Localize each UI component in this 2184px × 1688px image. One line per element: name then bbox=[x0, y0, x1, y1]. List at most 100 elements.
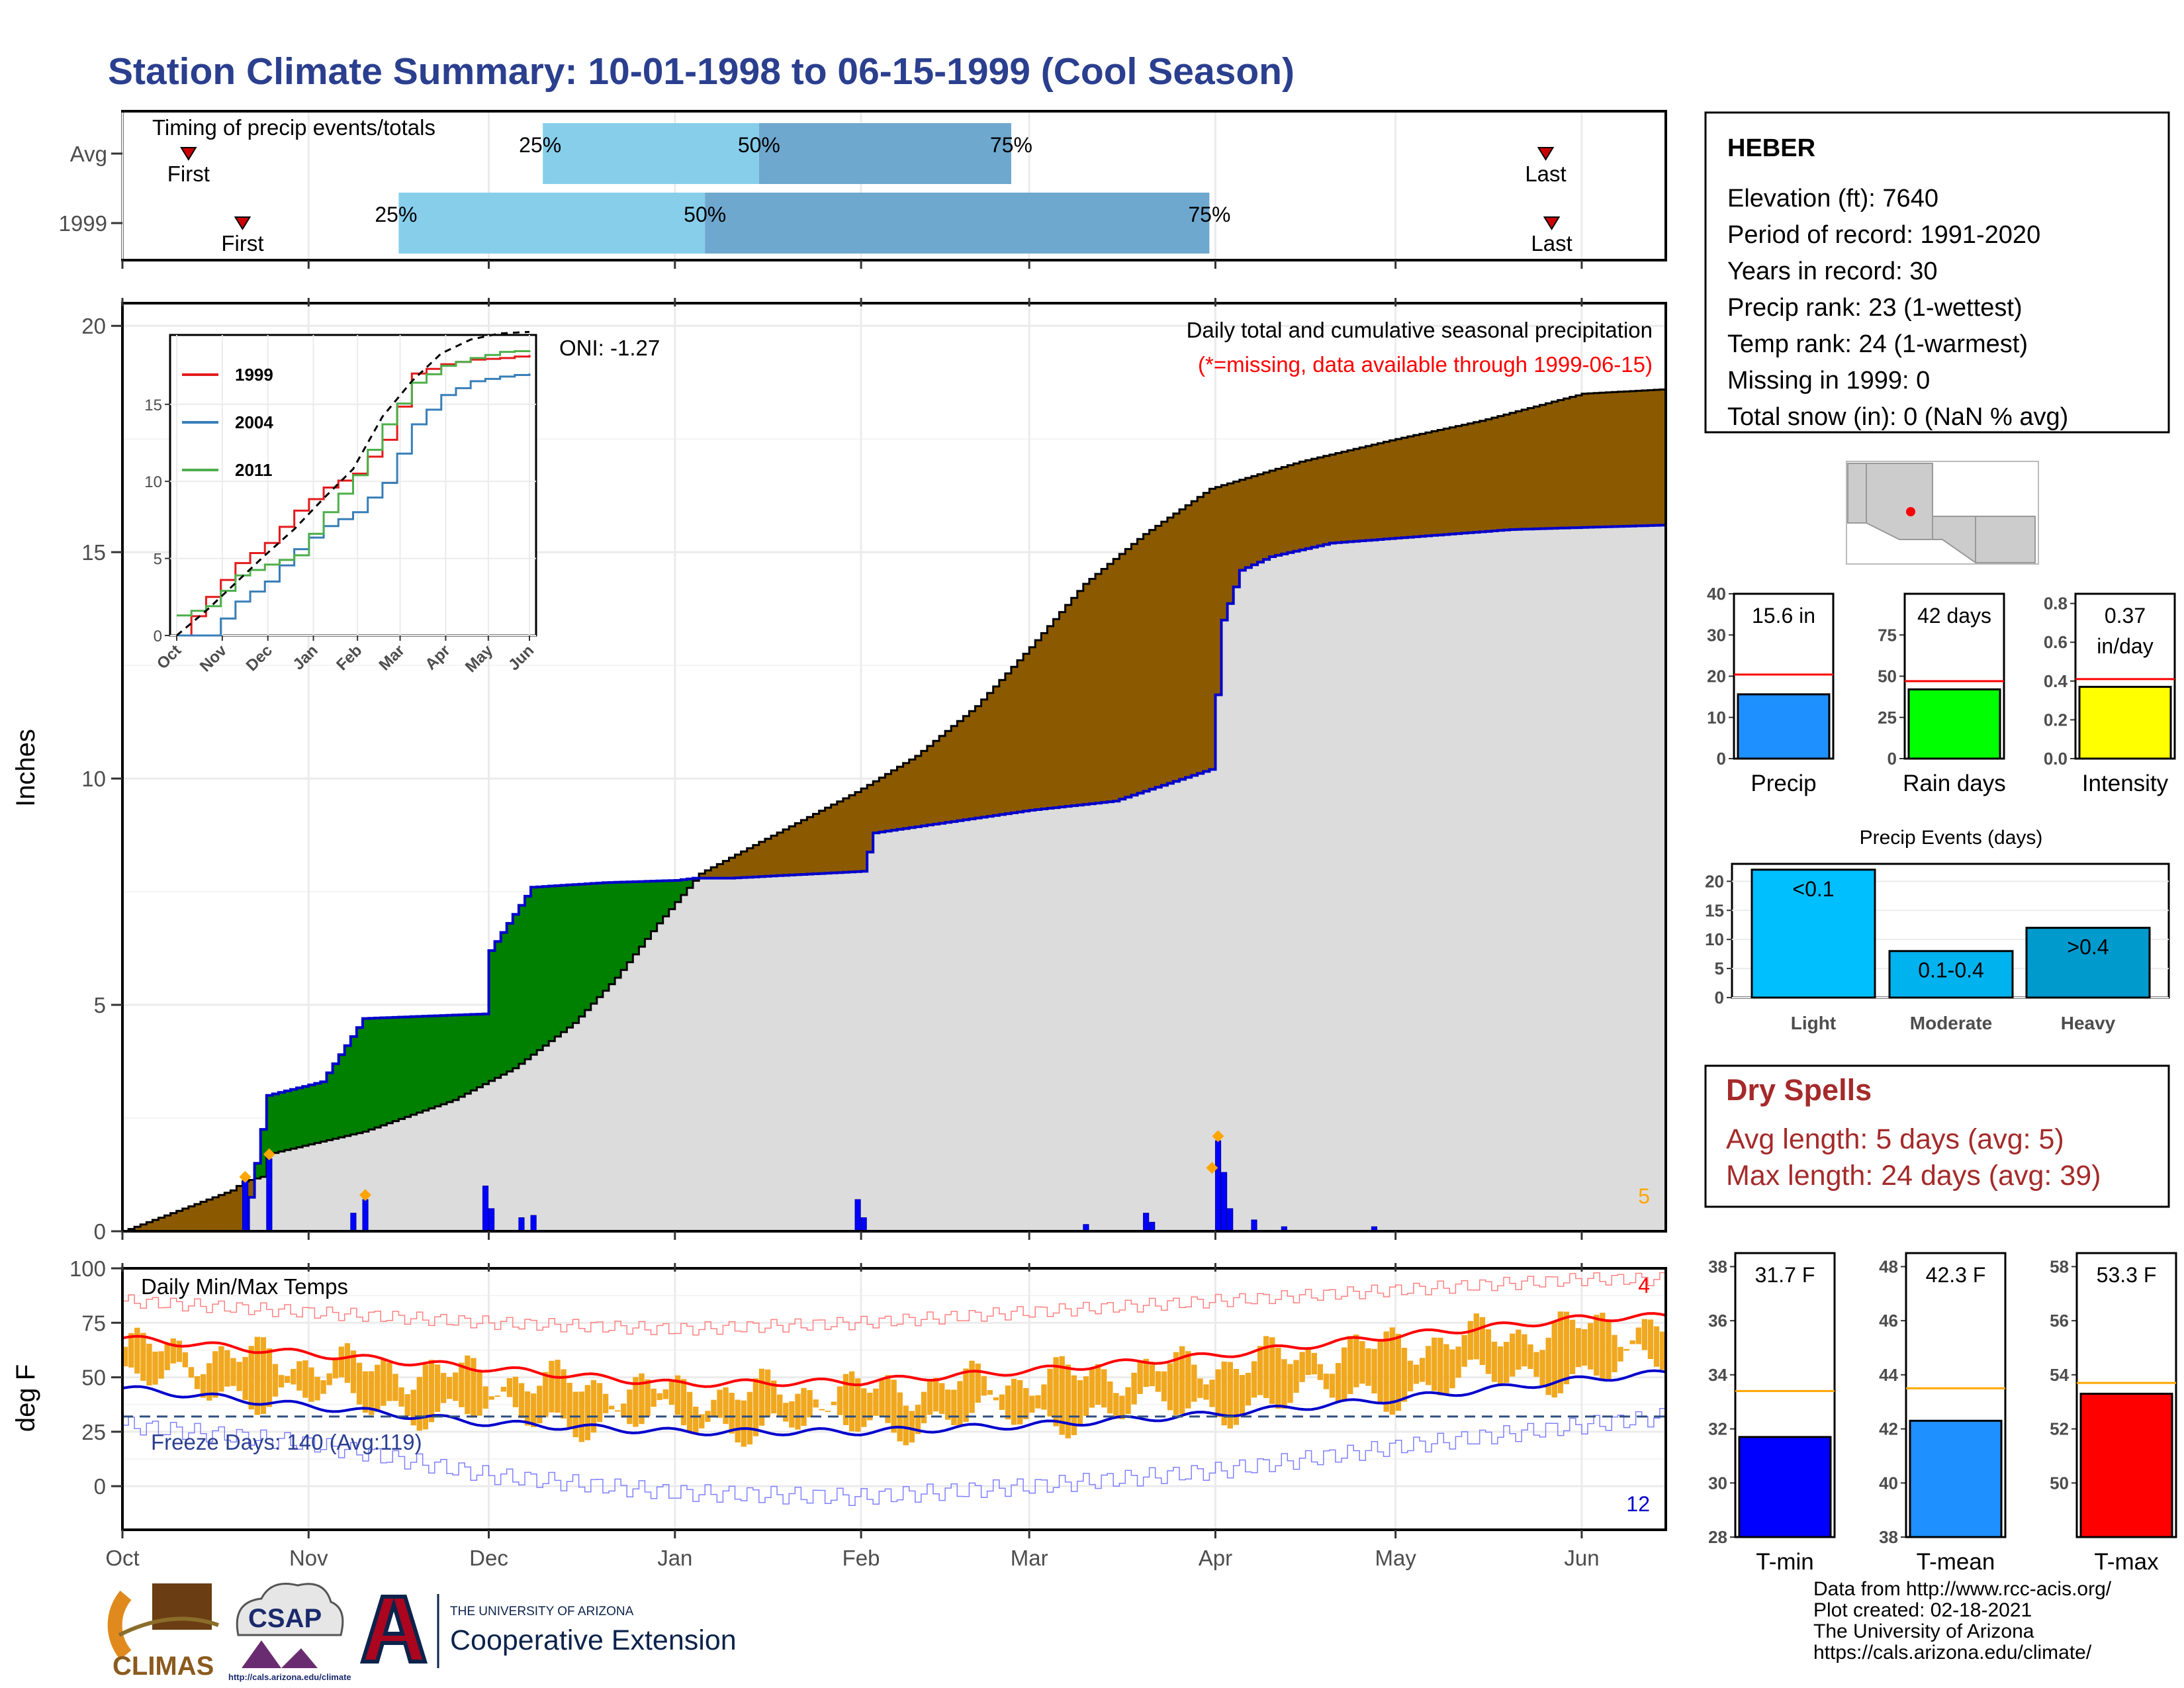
daily-temp-bar bbox=[524, 1391, 531, 1426]
above-average-fill bbox=[1149, 530, 1156, 790]
above-average-fill bbox=[1167, 517, 1174, 784]
summary-y-tick-label: 75 bbox=[1878, 625, 1897, 645]
daily-temp-bar bbox=[188, 1367, 195, 1378]
daily-temp-bar bbox=[375, 1364, 381, 1412]
above-average-fill bbox=[1581, 393, 1588, 528]
daily-temp-bar bbox=[392, 1374, 398, 1401]
daily-temp-bar bbox=[326, 1373, 332, 1385]
summary-y-tick-label: 48 bbox=[1879, 1256, 1898, 1276]
daily-temp-bar bbox=[1125, 1387, 1131, 1415]
above-average-fill bbox=[861, 788, 868, 872]
daily-temp-bar bbox=[963, 1368, 969, 1423]
summary-y-tick-label: 54 bbox=[2050, 1365, 2069, 1385]
daily-temp-bar bbox=[891, 1380, 897, 1433]
average-cumulative-line bbox=[122, 524, 1666, 1233]
summary-y-tick-label: 0.4 bbox=[2044, 671, 2068, 691]
above-average-fill bbox=[1504, 414, 1510, 530]
below-average-fill bbox=[651, 881, 658, 931]
events-bar-label: <0.1 bbox=[1792, 877, 1834, 901]
missing-count: 5 bbox=[1638, 1184, 1650, 1208]
above-average-fill bbox=[1485, 419, 1492, 532]
precip-y-tick-label: 0 bbox=[94, 1219, 106, 1244]
daily-temp-bar bbox=[1629, 1340, 1635, 1344]
summary-y-tick-label: 32 bbox=[1708, 1419, 1727, 1439]
daily-temp-bar bbox=[1113, 1393, 1119, 1419]
daily-temp-bar bbox=[218, 1346, 224, 1392]
above-average-fill bbox=[867, 784, 874, 853]
daily-temp-bar bbox=[842, 1374, 849, 1425]
above-average-fill bbox=[963, 716, 970, 820]
daily-temp-bar bbox=[1497, 1346, 1504, 1385]
below-average-fill bbox=[615, 882, 621, 978]
summary-bar-intensity: 0.0 0.2 0.4 0.6 0.8 0.37 in/day Intensity bbox=[2044, 592, 2176, 796]
above-average-fill bbox=[164, 1215, 171, 1231]
summary-bar-t-min: 28 30 32 34 36 38 31.7 F T-min bbox=[1708, 1252, 1836, 1575]
above-average-fill bbox=[1606, 392, 1612, 527]
daily-temp-bar bbox=[1383, 1331, 1389, 1412]
daily-temp-bar bbox=[1510, 1333, 1516, 1377]
precip-markers bbox=[239, 1130, 1224, 1201]
below-average-fill bbox=[410, 1016, 418, 1115]
inset-line-2011 bbox=[177, 350, 531, 617]
daily-precip-bar bbox=[266, 1158, 273, 1232]
below-average-fill bbox=[537, 886, 543, 1051]
record-low-line bbox=[122, 1407, 1666, 1507]
below-average-fill bbox=[662, 880, 670, 917]
above-average-fill bbox=[717, 864, 723, 878]
daily-temp-bar bbox=[1563, 1311, 1570, 1385]
precip-y-tick-label: 10 bbox=[81, 767, 106, 791]
csap-cloud bbox=[236, 1583, 344, 1636]
below-average-fill bbox=[627, 882, 633, 962]
daily-temp-bar bbox=[1641, 1319, 1648, 1350]
below-average-fill bbox=[524, 896, 531, 1060]
above-average-fill bbox=[1432, 431, 1438, 536]
above-average-fill bbox=[789, 826, 796, 875]
station-detail-line: Temp rank: 24 (1-warmest) bbox=[1727, 330, 2028, 358]
daily-temp-bar bbox=[543, 1372, 549, 1417]
above-average-fill bbox=[1401, 438, 1408, 538]
above-average-fill bbox=[1342, 451, 1348, 543]
below-average-fill bbox=[369, 1018, 375, 1130]
dry-spells-box: Dry Spells Avg length: 5 days (avg: 5) M… bbox=[1704, 1064, 2170, 1208]
above-average-fill bbox=[777, 832, 784, 876]
daily-temp-bar bbox=[266, 1348, 273, 1407]
summary-y-tick-label: 44 bbox=[1879, 1365, 1898, 1385]
below-average-fill bbox=[284, 1090, 291, 1150]
above-average-fill bbox=[248, 1180, 255, 1197]
above-average-fill bbox=[1059, 612, 1066, 808]
daily-temp-bar bbox=[1137, 1361, 1143, 1394]
above-average-fill bbox=[1527, 408, 1534, 530]
summary-y-tick-label: 50 bbox=[2050, 1473, 2069, 1493]
below-average-fill bbox=[572, 884, 580, 1023]
precip-event-marker bbox=[1212, 1130, 1224, 1143]
above-average-fill bbox=[1407, 436, 1414, 538]
summary-y-tick-label: 38 bbox=[1879, 1527, 1898, 1547]
summary-y-tick-label: 0.8 bbox=[2044, 594, 2068, 614]
daily-temp-bar bbox=[831, 1401, 837, 1405]
above-average-fill bbox=[1449, 427, 1457, 534]
above-average-fill bbox=[1629, 391, 1637, 526]
daily-temp-bar bbox=[915, 1405, 921, 1434]
daily-temp-bar bbox=[561, 1369, 567, 1419]
summary-y-tick-label: 0 bbox=[1717, 749, 1726, 769]
daily-temp-bar bbox=[158, 1351, 164, 1379]
daily-temp-bar bbox=[867, 1392, 873, 1421]
events-category-label: Heavy bbox=[2061, 1013, 2116, 1033]
daily-temp-bar bbox=[1647, 1319, 1654, 1360]
summary-y-tick-label: 46 bbox=[1879, 1311, 1898, 1331]
daily-temp-bar bbox=[939, 1383, 945, 1414]
daily-temp-bar bbox=[657, 1393, 662, 1400]
above-average-fill bbox=[1323, 455, 1330, 545]
daily-temp-bar bbox=[1516, 1329, 1522, 1370]
above-average-fill bbox=[1143, 534, 1150, 792]
above-average-fill bbox=[152, 1219, 159, 1231]
daily-temp-bar bbox=[723, 1387, 729, 1425]
daily-temp-bar bbox=[735, 1399, 741, 1443]
daily-temp-bar bbox=[1539, 1350, 1545, 1387]
daily-temp-bar bbox=[1305, 1348, 1311, 1376]
above-average-fill bbox=[1653, 389, 1661, 526]
precip-event-marker bbox=[1206, 1162, 1218, 1174]
summary-category-label: T-min bbox=[1756, 1549, 1814, 1575]
timing-q25-q50-bar bbox=[543, 123, 759, 184]
timing-50-label: 50% bbox=[738, 133, 780, 157]
